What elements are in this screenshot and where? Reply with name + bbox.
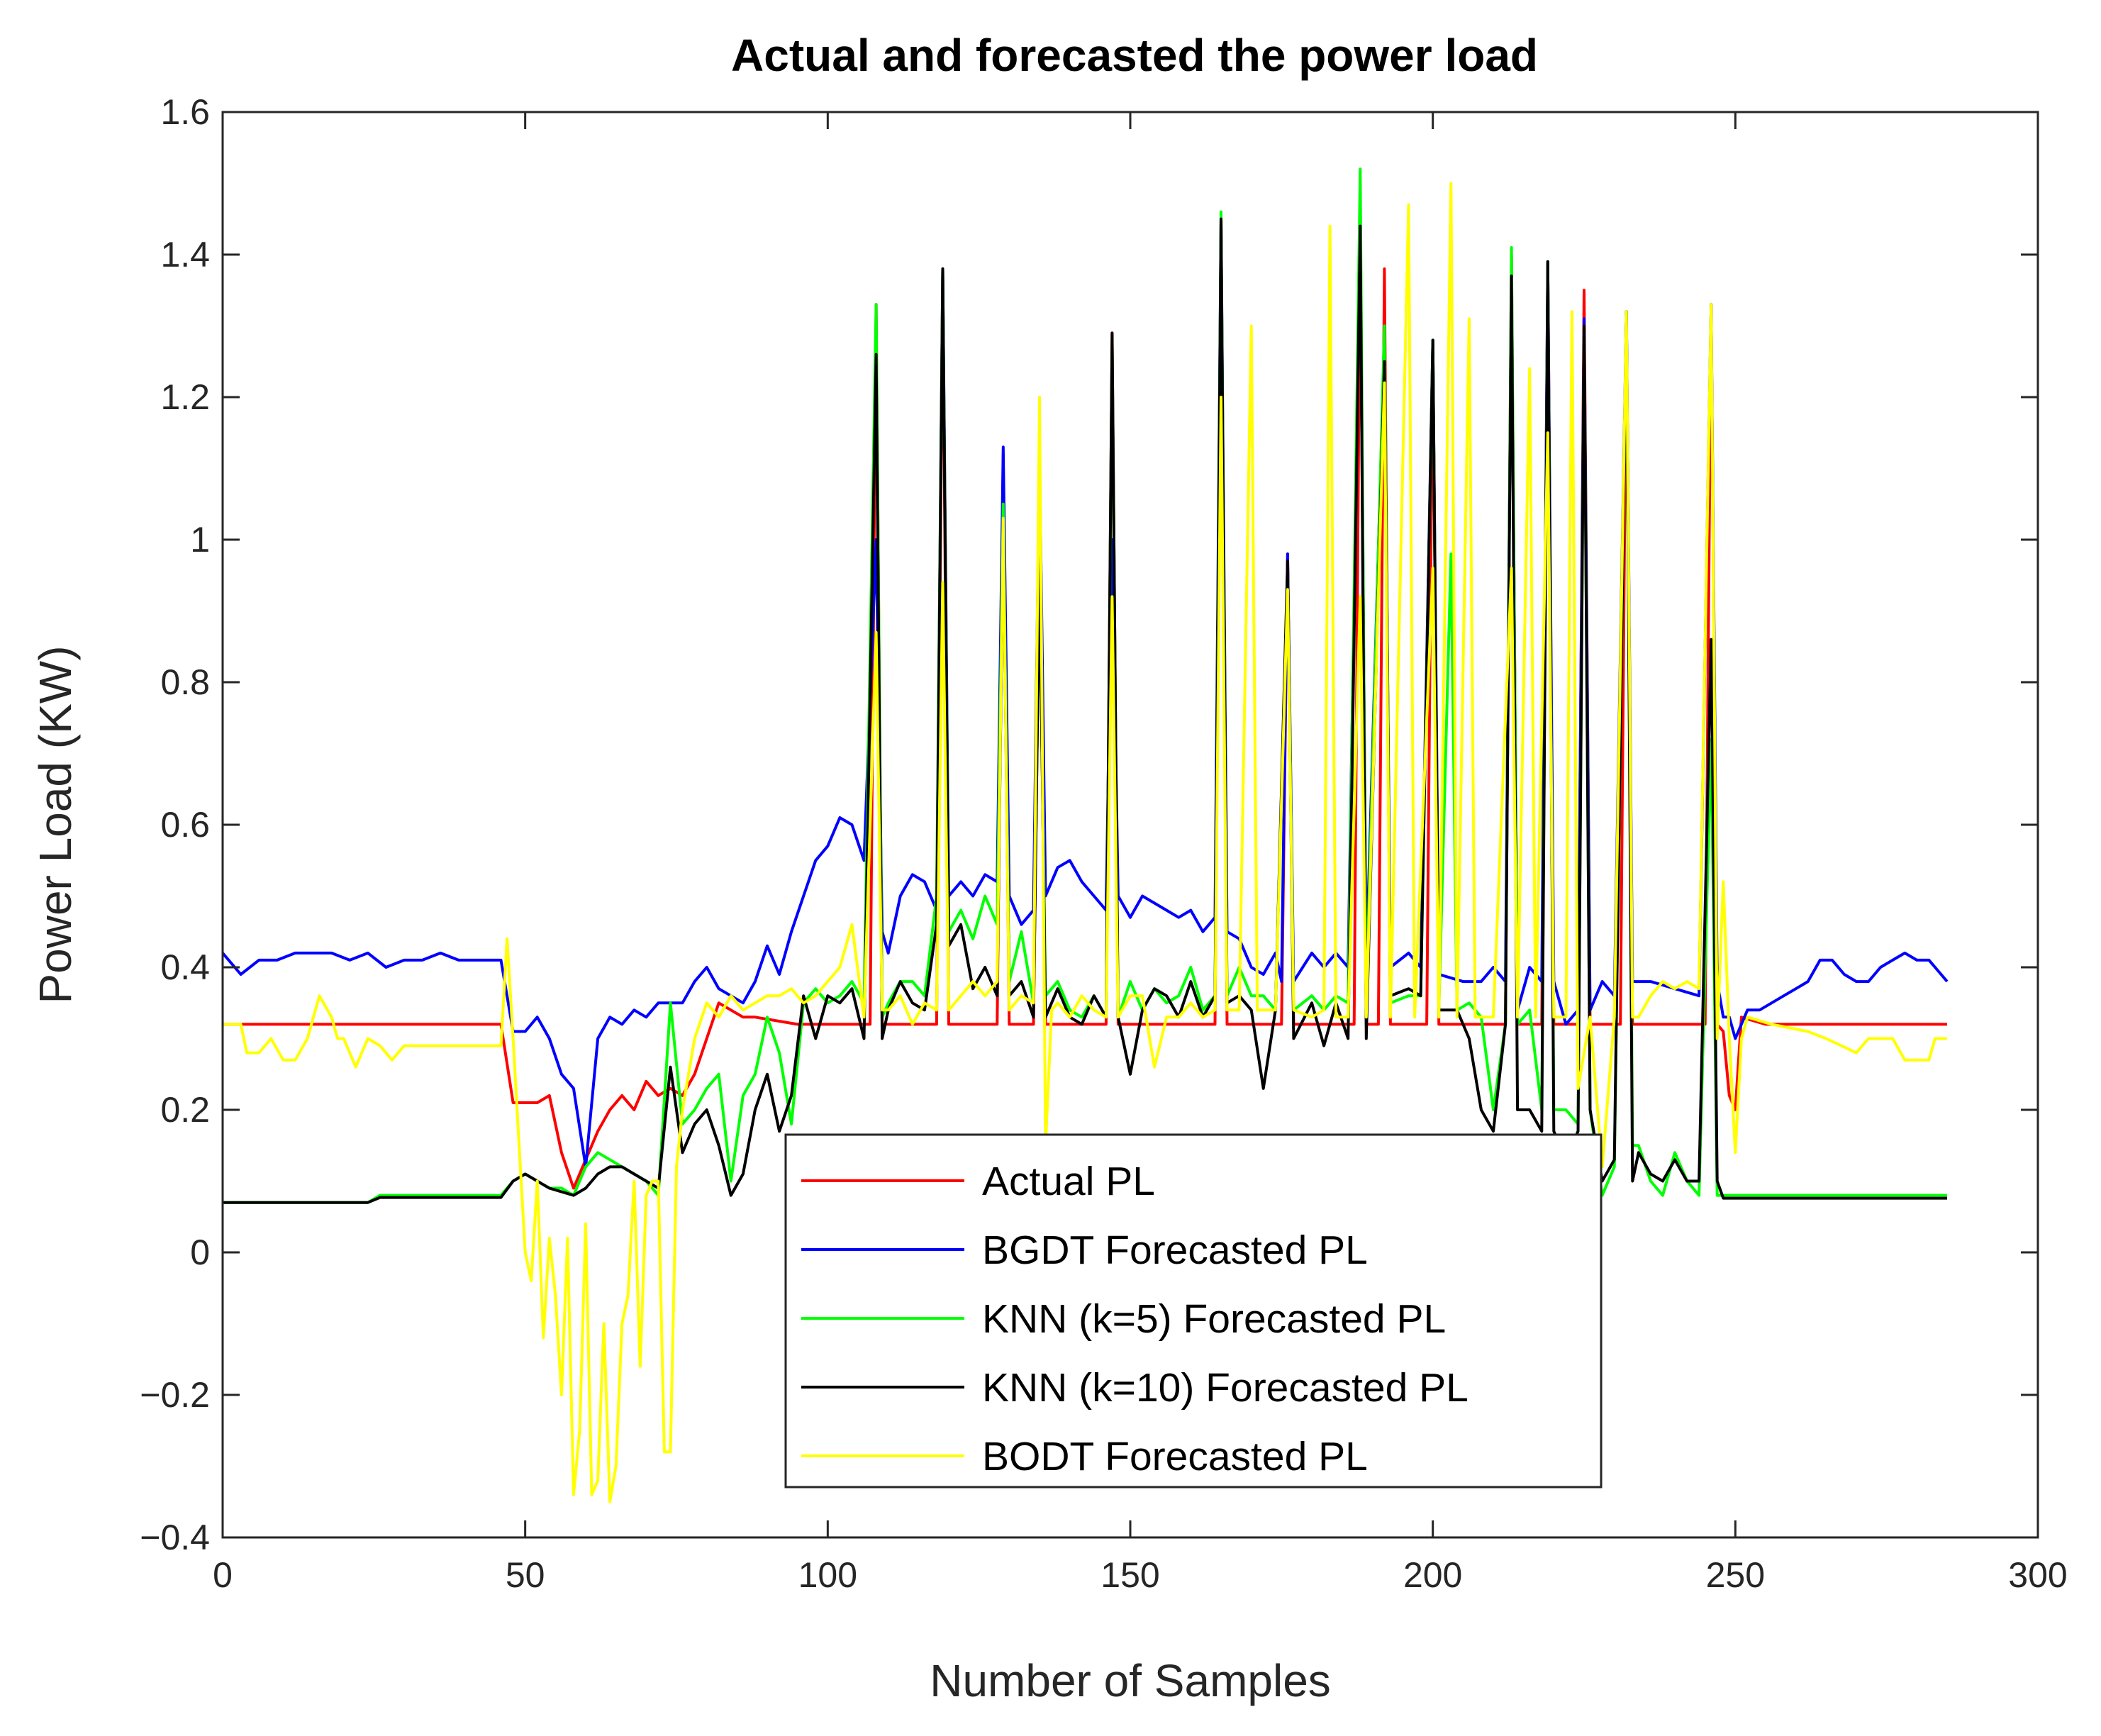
x-tick-label: 150 xyxy=(1100,1555,1159,1595)
y-tick-label: 0.6 xyxy=(160,805,210,845)
y-tick-label: 1.6 xyxy=(160,92,210,132)
y-tick-label: 1.2 xyxy=(160,377,210,417)
legend: Actual PL BGDT Forecasted PL KNN (k=5) For… xyxy=(784,1133,1603,1489)
legend-label: BGDT Forecasted PL xyxy=(982,1228,1368,1273)
legend-box xyxy=(784,1133,1603,1489)
y-tick-label: 0.8 xyxy=(160,662,210,702)
y-tick-label: −0.4 xyxy=(140,1518,210,1557)
y-tick-label: 0 xyxy=(190,1233,210,1272)
x-tick-label: 100 xyxy=(798,1555,857,1595)
x-tick-label: 0 xyxy=(213,1555,233,1595)
y-axis-label: Power Load (KW) xyxy=(30,645,81,1003)
chart-title: Actual and forecasted the power load xyxy=(731,30,1538,81)
x-tick-label: 250 xyxy=(1706,1555,1765,1595)
legend-label: KNN (k=5) Forecasted PL xyxy=(982,1296,1446,1342)
x-axis: 0 50 100 150 200 250 300 xyxy=(213,112,2068,1595)
series-layer xyxy=(221,167,1949,1503)
y-tick-label: 0.4 xyxy=(160,947,210,987)
legend-label: KNN (k=10) Forecasted PL xyxy=(982,1365,1469,1410)
x-tick-label: 50 xyxy=(506,1555,545,1595)
y-tick-label: 1.4 xyxy=(160,235,210,274)
y-tick-label: 0.2 xyxy=(160,1090,210,1130)
series-line-5 xyxy=(223,182,1947,1503)
legend-label: BODT Forecasted PL xyxy=(982,1434,1368,1479)
x-tick-label: 200 xyxy=(1403,1555,1462,1595)
legend-label: Actual PL xyxy=(982,1159,1155,1204)
y-tick-label: 1 xyxy=(190,520,210,560)
y-axis: −0.4 −0.2 0 0.2 0.4 0.6 0.8 1 1.2 1.4 1.6 xyxy=(140,92,2038,1557)
x-axis-label: Number of Samples xyxy=(930,1655,1331,1706)
y-tick-label: −0.2 xyxy=(140,1375,210,1415)
x-tick-label: 300 xyxy=(2008,1555,2067,1595)
